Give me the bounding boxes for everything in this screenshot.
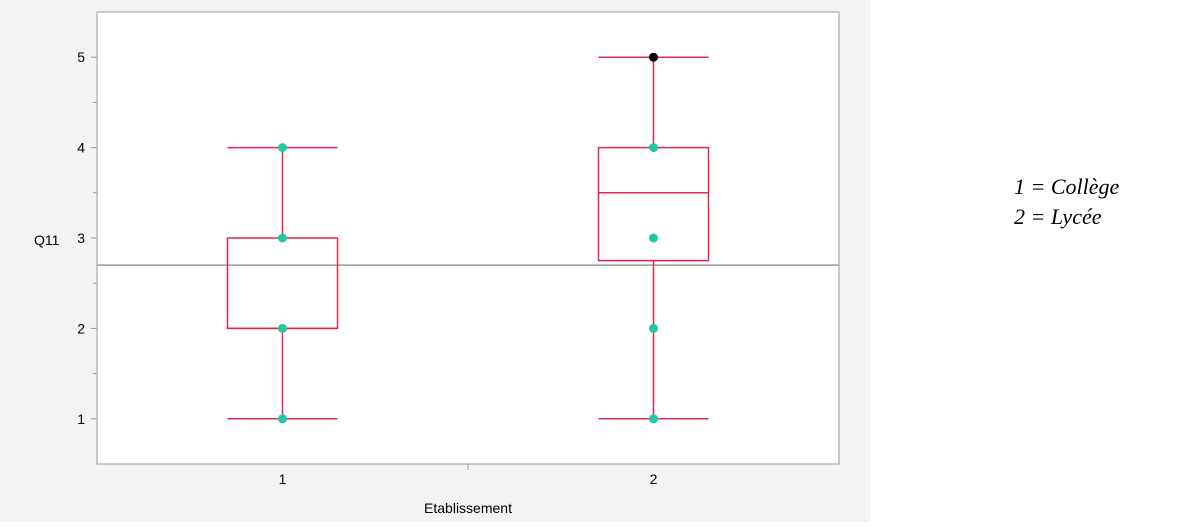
data-point xyxy=(278,143,287,153)
x-tick-label: 1 xyxy=(279,471,287,487)
data-point xyxy=(278,414,287,424)
plot-area xyxy=(96,11,840,465)
box-category-1 xyxy=(226,143,339,424)
y-axis-label: Q11 xyxy=(34,232,60,248)
legend-line-lycee: 2 = Lycée xyxy=(1014,204,1102,229)
boxes-layer xyxy=(226,52,710,424)
data-point xyxy=(649,323,658,333)
data-point xyxy=(649,233,658,243)
box-category-2 xyxy=(597,52,710,424)
data-point xyxy=(278,233,287,243)
y-axis: 1 2 3 4 5 xyxy=(77,49,97,427)
data-point xyxy=(649,414,658,424)
x-axis-label: Etablissement xyxy=(424,500,512,516)
y-tick-label: 1 xyxy=(77,411,85,427)
y-tick-label: 2 xyxy=(77,320,85,336)
category-legend: 1 = Collège 2 = Lycée xyxy=(1014,172,1179,232)
legend-line-college: 1 = Collège xyxy=(1014,174,1120,199)
data-point xyxy=(278,323,287,333)
y-tick-label: 5 xyxy=(77,49,85,65)
y-tick-label: 3 xyxy=(77,230,85,246)
data-point xyxy=(649,143,658,153)
y-tick-label: 4 xyxy=(77,140,85,156)
outlier-point xyxy=(649,52,658,62)
x-tick-label: 2 xyxy=(650,471,658,487)
